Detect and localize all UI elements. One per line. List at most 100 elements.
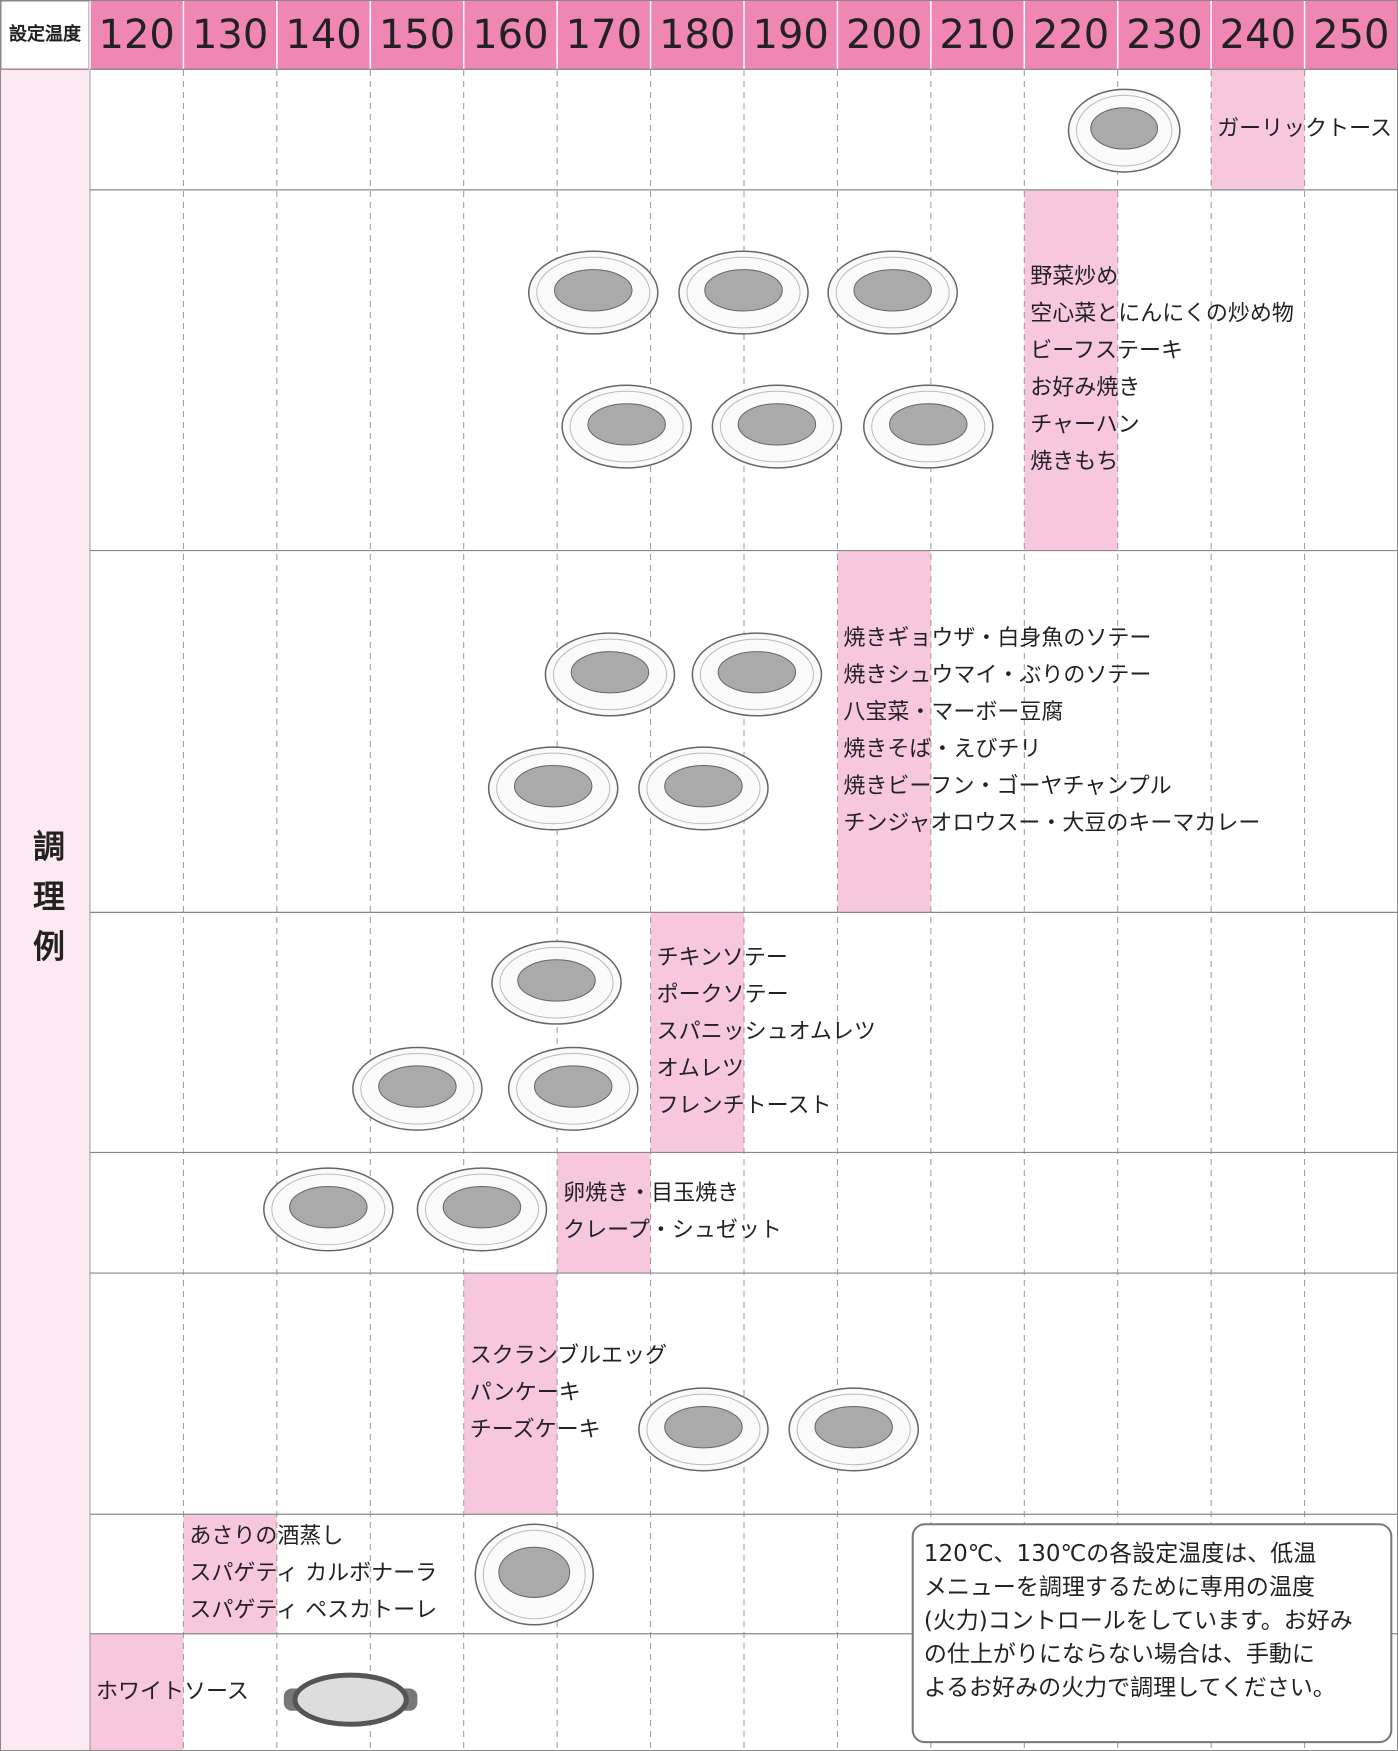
temperature: 170 [566, 12, 642, 58]
note-line: の仕上がりにならない場合は、手動に [924, 1641, 1315, 1667]
menu-item: スパニッシュオムレツ [657, 1019, 876, 1044]
plate-rim [646, 752, 761, 825]
temperature: 190 [753, 12, 829, 58]
temperature: 250 [1313, 12, 1389, 58]
food [533, 1065, 613, 1108]
menu-item: スクランブルエッグ [470, 1344, 667, 1369]
temperature: 130 [192, 12, 268, 58]
plate-rim [360, 1052, 475, 1125]
temperature: 120 [99, 12, 175, 58]
temperature: 180 [659, 12, 735, 58]
note-line: よるお好みの火力で調理してください。 [924, 1675, 1336, 1701]
menu-item: フレンチトースト [657, 1093, 832, 1118]
plate-rim [271, 1173, 386, 1246]
food [517, 959, 596, 1002]
highlight-cell [1211, 69, 1305, 190]
note-line: 120℃、130℃の各設定温度は、低温 [924, 1541, 1316, 1567]
food [570, 651, 650, 694]
note-line: メニューを調理するために専用の温度 [924, 1574, 1315, 1600]
temperature: 230 [1126, 12, 1202, 58]
highlight-cell [1024, 189, 1118, 551]
note-box [911, 1523, 1393, 1744]
menu-item: 卵焼き・目玉焼き [563, 1181, 739, 1206]
menu-item: クレープ・シュゼット [563, 1218, 782, 1243]
pan [292, 1672, 409, 1727]
menu-item: 焼きギョウザ・白身魚のソテー [843, 626, 1151, 651]
highlight-cell [650, 912, 744, 1153]
temperature: 160 [472, 12, 548, 58]
temperature: 140 [285, 12, 361, 58]
menu-item: チャーハン [1030, 413, 1139, 438]
food [1090, 107, 1159, 150]
highlight-cell [463, 1273, 558, 1515]
note-line: (火力)コントロールをしています。お好み [924, 1608, 1353, 1634]
temperature: 240 [1220, 12, 1296, 58]
side-column [0, 70, 90, 1751]
menu-item: 焼きビーフン・ゴーヤチャンプル [843, 774, 1171, 799]
plate-rim [796, 1393, 911, 1466]
plate-rim [646, 1393, 761, 1466]
menu-item: スパゲティ カルボナーラ [189, 1561, 437, 1586]
food [704, 269, 783, 312]
food [853, 269, 932, 312]
food [513, 765, 593, 808]
menu-item: お好み焼き [1030, 376, 1140, 401]
menu-item: ホワイトソース [96, 1679, 249, 1704]
menu-item: 焼きそば・えびチリ [843, 737, 1041, 762]
plate-rim [482, 1529, 586, 1620]
menu-item: 空心菜とにんにくの炒め物 [1030, 302, 1294, 327]
menu-item: スパゲティ ペスカトーレ [189, 1598, 437, 1623]
food [498, 1546, 571, 1598]
header-bg [0, 0, 1398, 70]
temperature: 210 [939, 12, 1015, 58]
food [554, 269, 633, 312]
menu-item: チンジャオロウスー・大豆のキーマカレー [843, 811, 1260, 836]
plate-rim [536, 256, 651, 329]
menu-item: 焼きもち [1030, 450, 1118, 475]
food [378, 1065, 457, 1108]
menu-item: チキンソテー [657, 945, 788, 970]
menu-item: 焼きシュウマイ・ぶりのソテー [843, 663, 1151, 688]
plate-rim [499, 946, 614, 1019]
menu-item: チーズケーキ [470, 1418, 601, 1443]
plate-rim [552, 638, 668, 711]
menu-item: 八宝菜・マーボー豆腐 [843, 700, 1063, 725]
food [664, 765, 743, 808]
menu-item: ガーリックトースト [1217, 117, 1398, 142]
menu-item: ビーフステーキ [1030, 339, 1183, 364]
temperature: 200 [846, 12, 922, 58]
plate-rim [496, 752, 611, 825]
food [717, 651, 797, 694]
food [289, 1186, 368, 1229]
food [587, 403, 666, 446]
temperature: 150 [379, 12, 455, 58]
menu-item: オムレツ [657, 1056, 744, 1081]
food [814, 1405, 893, 1449]
menu-item: ポークソテー [657, 982, 789, 1007]
plate-rim [686, 256, 801, 329]
food [737, 403, 817, 446]
highlight-cell [90, 1633, 184, 1751]
plate-rim [871, 390, 986, 463]
menu-item: あさりの酒蒸し [189, 1524, 343, 1549]
header-label-cell [0, 0, 90, 70]
plate-rim [699, 638, 814, 711]
temperature: 220 [1033, 12, 1109, 58]
plate-rim [569, 390, 684, 463]
highlight-cell [837, 550, 931, 913]
plate-rim [424, 1173, 540, 1246]
side-label: 調理例 [28, 830, 66, 980]
plate-rim [516, 1052, 631, 1125]
plate-rim [835, 256, 950, 329]
menu-item: パンケーキ [470, 1381, 581, 1406]
highlight-cell [183, 1514, 277, 1634]
menu-item: 野菜炒め [1030, 265, 1118, 290]
header-label: 設定温度 [9, 23, 82, 45]
highlight-cell [557, 1152, 651, 1274]
plate-rim [1076, 94, 1173, 167]
plate-rim [719, 390, 834, 463]
food [889, 403, 968, 446]
food [664, 1405, 743, 1449]
food [442, 1186, 522, 1229]
